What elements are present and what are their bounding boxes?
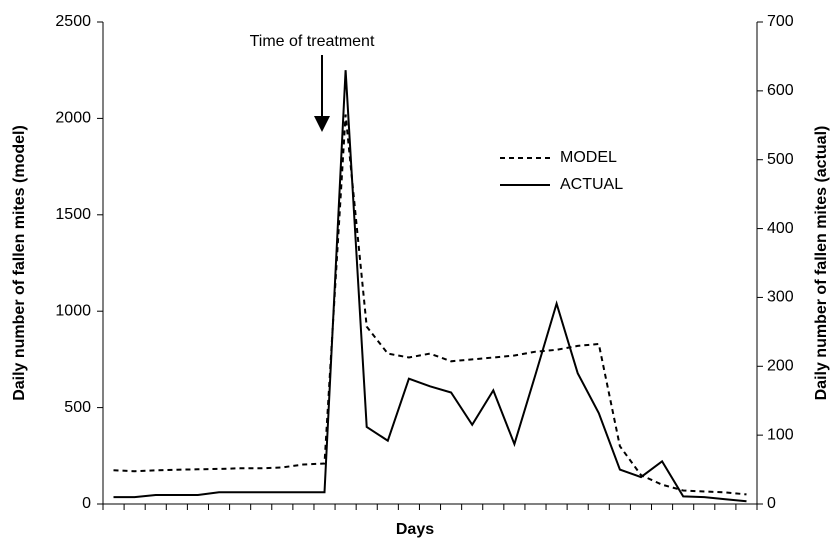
y2-tick-label: 700	[767, 13, 794, 30]
series-line	[113, 70, 747, 503]
legend-label: ACTUAL	[560, 176, 623, 193]
legend-label: MODEL	[560, 149, 617, 166]
y2-tick-label: 200	[767, 358, 794, 375]
y-tick-label: 1500	[55, 206, 91, 223]
y-tick-label: 2500	[55, 13, 91, 30]
y2-tick-label: 0	[767, 495, 776, 512]
y2-tick-label: 400	[767, 220, 794, 237]
y2-tick-label: 500	[767, 151, 794, 168]
annotation: Time of treatment	[250, 33, 375, 50]
y-tick-label: 2000	[55, 110, 91, 127]
y2-tick-label: 100	[767, 426, 794, 443]
y2-tick-label: 600	[767, 82, 794, 99]
y-tick-label: 500	[64, 399, 91, 416]
y-axis-label: Daily number of fallen mites (model)	[11, 125, 28, 401]
y-tick-label: 1000	[55, 302, 91, 319]
series-line	[113, 114, 747, 496]
y2-axis-label: Daily number of fallen mites (actual)	[813, 126, 830, 401]
annotation-arrowhead	[314, 116, 330, 132]
x-axis-label: Days	[396, 521, 434, 538]
y2-tick-label: 300	[767, 289, 794, 306]
y-tick-label: 0	[82, 495, 91, 512]
